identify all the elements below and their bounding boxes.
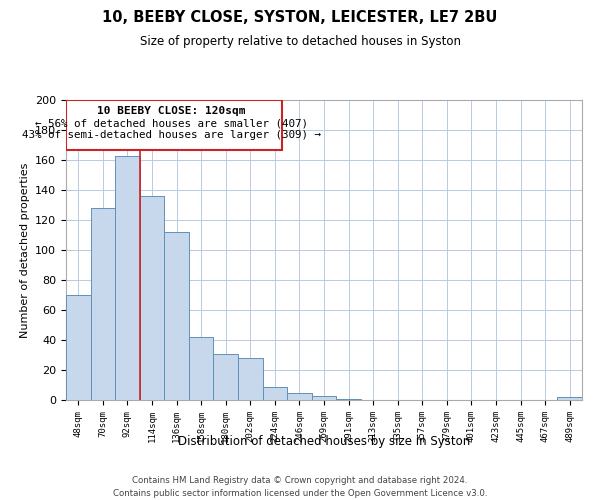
Bar: [66, 295, 91, 400]
Text: Distribution of detached houses by size in Syston: Distribution of detached houses by size …: [178, 435, 470, 448]
Text: 10, BEEBY CLOSE, SYSTON, LEICESTER, LE7 2BU: 10, BEEBY CLOSE, SYSTON, LEICESTER, LE7 …: [103, 10, 497, 25]
Bar: [140, 196, 164, 400]
Y-axis label: Number of detached properties: Number of detached properties: [20, 162, 29, 338]
Bar: [263, 386, 287, 400]
Bar: [115, 156, 140, 400]
Bar: [164, 232, 189, 400]
Text: 10 BEEBY CLOSE: 120sqm: 10 BEEBY CLOSE: 120sqm: [97, 106, 246, 116]
Bar: [557, 397, 582, 400]
Bar: [336, 398, 361, 400]
Bar: [238, 358, 263, 400]
Bar: [287, 392, 312, 400]
Text: 43% of semi-detached houses are larger (309) →: 43% of semi-detached houses are larger (…: [22, 130, 321, 140]
Bar: [214, 354, 238, 400]
Bar: [66, 100, 282, 150]
Bar: [91, 208, 115, 400]
Text: Contains HM Land Registry data © Crown copyright and database right 2024.
Contai: Contains HM Land Registry data © Crown c…: [113, 476, 487, 498]
Bar: [312, 396, 336, 400]
Text: ← 56% of detached houses are smaller (407): ← 56% of detached houses are smaller (40…: [35, 118, 308, 128]
Bar: [189, 337, 214, 400]
Text: Size of property relative to detached houses in Syston: Size of property relative to detached ho…: [139, 35, 461, 48]
